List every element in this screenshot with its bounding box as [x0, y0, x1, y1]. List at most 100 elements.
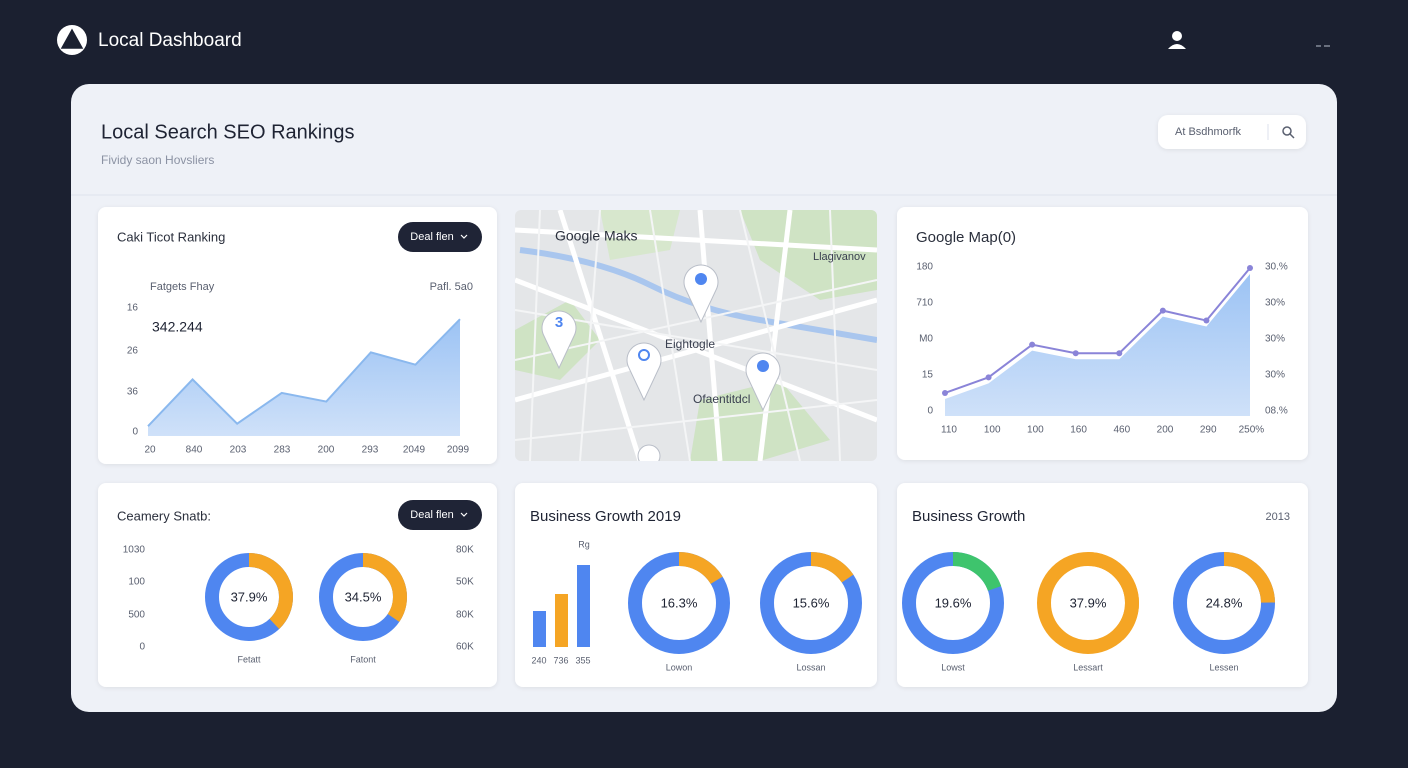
map-title: Google Maks	[555, 228, 637, 244]
donut-label: 37.9%	[231, 589, 268, 604]
chevron	[460, 234, 468, 239]
point	[1116, 350, 1123, 357]
donut-arc	[319, 553, 407, 641]
card-title: Caki Ticot Ranking	[117, 229, 225, 244]
x-tick-label: 2049	[403, 445, 426, 456]
x-tick-label: 200	[1157, 425, 1174, 436]
y-tick-label: 710	[916, 298, 933, 309]
donut-label: 24.8%	[1206, 595, 1243, 610]
search-box[interactable]	[1158, 115, 1306, 149]
x-tick-label: 840	[186, 445, 203, 456]
x-tick-label: 160	[1070, 425, 1087, 436]
category-card	[98, 483, 497, 687]
y2-tick-label: 08.%	[1265, 406, 1288, 417]
y-tick-label: 180	[916, 262, 933, 273]
line	[944, 267, 1251, 394]
map[interactable]: Google Maks Llagivanov Eightogle Ofaenti…	[515, 210, 877, 467]
y-tick-label: 36	[127, 387, 139, 398]
search-text: At Bsdhmorfk	[1175, 126, 1242, 138]
app-title: Local Dashboard	[98, 30, 242, 51]
y2-tick-label: 30.%	[1265, 262, 1288, 273]
panel-subtitle: Fividy saon Hovsliers	[101, 153, 214, 167]
donut-caption: Lessen	[1209, 662, 1238, 672]
x-tick-label: 240	[531, 655, 546, 665]
donut-arc	[760, 552, 862, 654]
donut-caption: Lossan	[796, 662, 825, 672]
bar	[577, 565, 590, 647]
map-label: Ofaentitdcl	[693, 392, 750, 406]
map-label: Eightogle	[665, 337, 715, 351]
y-tick-label: 500	[128, 610, 145, 621]
x-tick-label: 100	[984, 425, 1001, 436]
x-tick-label: 736	[553, 655, 568, 665]
donut-label: 37.9%	[1070, 595, 1107, 610]
point	[1159, 307, 1166, 314]
x-tick-label: 355	[575, 655, 590, 665]
filter-button[interactable]	[398, 500, 482, 530]
donut-caption: Lowon	[666, 662, 693, 672]
y2-tick-label: 80K	[456, 545, 474, 556]
donut-caption: Fatont	[350, 654, 376, 664]
y-tick-label: 1030	[123, 545, 146, 556]
x-tick-label: 2099	[447, 445, 470, 456]
map-pin[interactable]	[683, 264, 719, 324]
map-pin[interactable]	[541, 310, 577, 370]
x-tick-label: 283	[274, 445, 291, 456]
area	[148, 319, 460, 436]
card-title: Business Growth 2019	[530, 508, 681, 525]
card-title: Business Growth	[912, 508, 1025, 525]
chevron	[460, 512, 468, 517]
x-tick-label: 100	[1027, 425, 1044, 436]
donut-caption: Fetatt	[237, 654, 261, 664]
donut-label: 19.6%	[935, 595, 972, 610]
point	[1203, 317, 1210, 324]
donut-arc	[1037, 552, 1139, 654]
x-tick-label: 200	[318, 445, 335, 456]
filter-button[interactable]	[398, 222, 482, 252]
point	[985, 374, 992, 381]
y2-tick-label: 50K	[456, 577, 474, 588]
y-tick-label: M0	[919, 334, 933, 345]
button-label: Deal flen	[410, 231, 453, 243]
point	[1072, 350, 1079, 357]
panel-title: Local Search SEO Rankings	[101, 121, 354, 143]
y-tick-label: 0	[927, 406, 933, 417]
year: 2013	[1266, 511, 1290, 523]
x-tick-label: 203	[230, 445, 247, 456]
y2-tick-label: 30%	[1265, 370, 1285, 381]
donut-label: 16.3%	[661, 595, 698, 610]
y2-tick-label: 60K	[456, 642, 474, 653]
point	[1247, 265, 1253, 271]
y-tick-label: 100	[128, 577, 145, 588]
y-tick-label: 0	[139, 642, 145, 653]
y-tick-label: 26	[127, 346, 139, 357]
map-pin[interactable]	[745, 352, 781, 412]
x-tick-label: 293	[362, 445, 379, 456]
note: Pafl. 5a0	[430, 281, 473, 293]
donut-arc	[628, 552, 730, 654]
map-pin[interactable]	[626, 342, 662, 402]
highlight-value: 342.244	[152, 319, 203, 335]
search-icon[interactable]	[1282, 126, 1295, 139]
donut-caption: Lessart	[1073, 662, 1103, 672]
donut-arc	[902, 552, 1004, 654]
y2-tick-label: 80K	[456, 610, 474, 621]
legend: Fatgets Fhay	[150, 281, 215, 293]
x-tick-label: 110	[941, 425, 957, 436]
card-title: Google Map(0)	[916, 229, 1016, 246]
donut-label: 15.6%	[793, 595, 830, 610]
card-title: Ceamery Snatb:	[117, 508, 211, 523]
x-tick-label: 460	[1113, 425, 1130, 436]
map-label: Llagivanov	[813, 251, 866, 263]
x-tick-label: 250%	[1239, 425, 1265, 436]
bar-label: Rg	[578, 539, 590, 549]
donut-arc	[205, 553, 293, 641]
pin-label: 3	[555, 314, 563, 331]
user-icon[interactable]	[1168, 31, 1186, 49]
map-pin[interactable]	[637, 444, 661, 467]
logo-mark	[60, 28, 84, 49]
area	[945, 274, 1250, 416]
y-tick-label: 15	[922, 370, 934, 381]
x-tick-label: 290	[1200, 425, 1217, 436]
